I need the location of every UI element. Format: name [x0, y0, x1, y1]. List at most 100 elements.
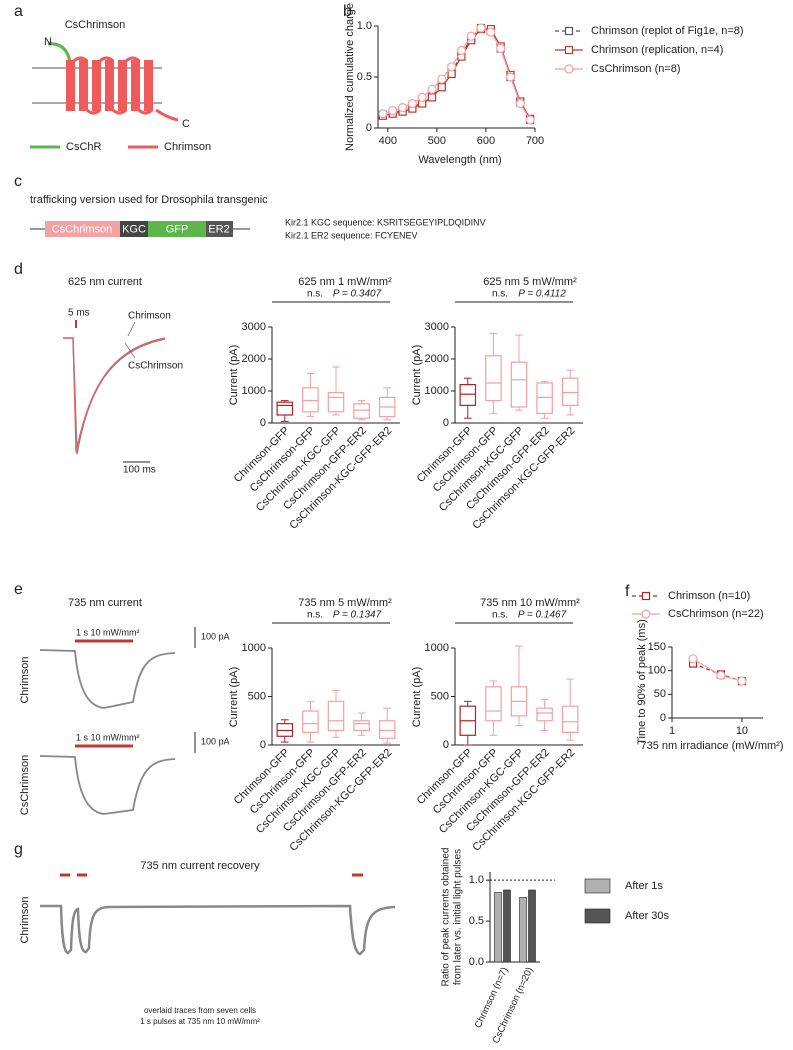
- significance-label: n.s.: [492, 610, 508, 621]
- box: [353, 403, 370, 419]
- legend-marker: [564, 45, 574, 55]
- bar: [528, 889, 536, 963]
- x-tick-label: 600: [477, 135, 495, 147]
- y-tick-label: 0.5: [469, 915, 484, 927]
- x-axis-label: 735 nm irradiance (mW/mm²): [640, 740, 783, 752]
- topology-diagram: CsChrimson N C CsChR Chrimson: [30, 19, 211, 153]
- y-tick-label: 1.0: [469, 874, 484, 886]
- p-value-label: P = 0.1467: [518, 610, 567, 621]
- p-value-label: P = 0.4112: [518, 289, 566, 300]
- x-tick-label: 1: [669, 725, 675, 737]
- panel-label: f: [625, 583, 630, 600]
- data-point: [446, 62, 457, 72]
- trace-title: 735 nm current recovery: [140, 860, 260, 872]
- y-tick-label: 0.5: [357, 71, 372, 83]
- loops: [72, 56, 179, 122]
- chart-title: 735 nm 10 mW/mm²: [480, 597, 580, 609]
- sequence-note: Kir2.1 KGC sequence: KSRITSEGEYIPLDQIDIN…: [285, 217, 486, 227]
- trace-title: 735 nm current: [68, 597, 142, 609]
- trace: [63, 337, 166, 453]
- box: [536, 707, 553, 722]
- y-axis-label: Time to 90% of peak (ms): [636, 619, 648, 745]
- box: [485, 355, 502, 402]
- box: [561, 705, 579, 733]
- legend-label: CsChrimson (n=22): [668, 608, 764, 620]
- panel-label: e: [14, 581, 23, 598]
- trace: [39, 755, 176, 815]
- legend-label: Chrimson (replot of Fig1e, n=8): [591, 25, 744, 37]
- data-point: [447, 69, 456, 79]
- data-point: [456, 45, 467, 56]
- y-tick-label: 1000: [425, 642, 449, 654]
- x-tick-label: 700: [526, 135, 544, 147]
- y-axis-label: Current (pA): [228, 345, 240, 406]
- legend-swatch: [584, 878, 611, 894]
- data-point: [688, 654, 698, 664]
- x-tick-label: 10: [736, 725, 748, 737]
- data-point: [427, 84, 437, 94]
- trace-title: 625 nm current: [68, 276, 142, 288]
- legend-marker: [641, 609, 651, 619]
- segment-box: [148, 221, 206, 237]
- current-trace-735: 735 nm current 1 s 10 mW/mm² 100 pA Chri…: [19, 597, 230, 815]
- helices: [66, 60, 153, 111]
- chart-title: 625 nm 1 mW/mm²: [298, 276, 392, 288]
- significance-label: n.s.: [492, 289, 508, 300]
- y-axis-label: Normalized cumulative charge: [344, 3, 356, 151]
- panel-label: d: [14, 261, 23, 278]
- bar: [503, 889, 511, 963]
- row-label: Chrimson: [19, 896, 31, 943]
- box: [353, 720, 370, 732]
- y-axis-label: Current (pA): [228, 667, 240, 728]
- y-tick-label: 0: [443, 417, 449, 429]
- segment-label: GFP: [166, 223, 189, 235]
- segment-box: [206, 221, 233, 237]
- chart-title: 625 nm 5 mW/mm²: [483, 276, 577, 288]
- data-point: [486, 27, 496, 37]
- y-tick-label: 500: [431, 690, 449, 702]
- box: [510, 361, 528, 408]
- y-tick-label: 1000: [242, 642, 266, 654]
- y-tick-label: 0: [260, 417, 266, 429]
- y-tick-label: 50: [654, 688, 666, 700]
- pointer: [124, 342, 136, 359]
- significance-label: n.s.: [307, 610, 323, 621]
- data-point: [716, 670, 726, 681]
- box: [536, 382, 553, 414]
- box: [561, 377, 579, 407]
- y-tick-label: 1000: [425, 385, 449, 397]
- p-value-label: P = 0.3407: [333, 289, 382, 300]
- panel-label: b: [343, 3, 352, 20]
- trace-label: Chrimson: [128, 311, 171, 322]
- legend-label: CsChrimson (n=8): [591, 63, 681, 75]
- box: [485, 686, 502, 722]
- y-tick-label: 3000: [242, 321, 266, 333]
- data-point: [737, 676, 747, 686]
- y-tick-label: 1000: [242, 385, 266, 397]
- significance-label: n.s.: [307, 289, 323, 300]
- sequence-note: Kir2.1 ER2 sequence: FCYENEV: [285, 230, 418, 240]
- data-point: [407, 98, 417, 109]
- series-line: [382, 27, 531, 121]
- y-tick-label: 500: [248, 690, 266, 702]
- y-tick-label: 0.0: [469, 956, 484, 968]
- recovery-trace: 735 nm current recovery Chrimson overlai…: [19, 860, 396, 1026]
- terminus-label: N: [44, 36, 52, 48]
- y-axis-label: from later vs. initial light pulses: [453, 849, 464, 985]
- y-tick-label: 0: [366, 122, 372, 134]
- bar: [494, 892, 502, 963]
- panel-label: a: [14, 3, 23, 20]
- y-axis-label: Current (pA): [411, 345, 423, 406]
- data-point: [505, 72, 516, 82]
- data-point: [388, 106, 398, 116]
- data-point: [378, 109, 388, 119]
- y-tick-label: 2000: [242, 353, 266, 365]
- segment-label: CsChrimson: [52, 223, 113, 235]
- trace-note: 1 s pulses at 735 nm 10 mW/mm²: [140, 1017, 260, 1026]
- scale-label: 100 ms: [123, 465, 156, 476]
- legend-marker: [641, 591, 651, 601]
- bar: [519, 897, 527, 963]
- segment-box: [120, 221, 148, 237]
- y-tick-label: 3000: [425, 321, 449, 333]
